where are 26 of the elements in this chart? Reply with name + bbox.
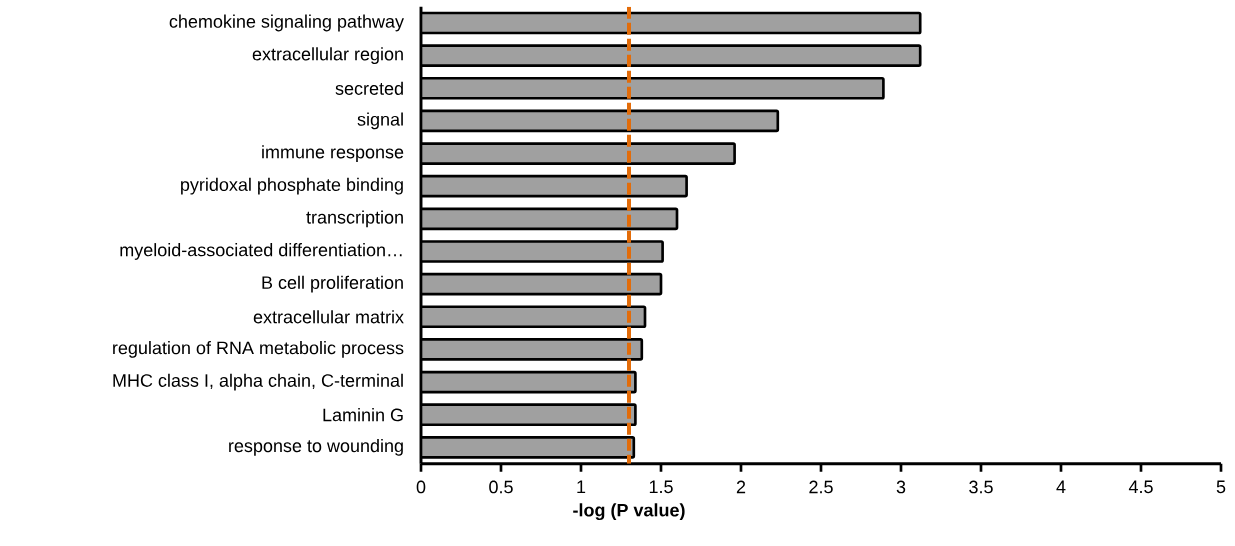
y-tick-label: secreted [335, 81, 403, 95]
y-tick-label: signal [357, 112, 403, 130]
y-tick-label: chemokine signaling pathway [169, 14, 404, 32]
x-tick-label: 2 [736, 480, 746, 494]
y-tick-label: B cell proliferation [262, 275, 403, 293]
x-tick-label: 3 [896, 480, 906, 494]
y-tick-label: immune response [262, 145, 404, 162]
y-tick-label: extracellular matrix [253, 310, 404, 324]
x-tick-label: 1.5 [649, 480, 673, 494]
x-axis-title: -log (P value) [573, 503, 685, 521]
y-tick-label: extracellular region [252, 47, 403, 64]
y-tick-label: pyridoxal phosphate binding [181, 177, 403, 195]
x-tick-label: 4 [1056, 480, 1066, 493]
x-tick-label: 1 [577, 480, 586, 493]
y-tick-label: myeloid-associated differentiation… [120, 243, 402, 260]
x-tick-label: 3.5 [969, 480, 993, 494]
y-tick-label: response to wounding [229, 438, 403, 456]
x-tick-label: 0.5 [489, 480, 513, 494]
x-tick-label: 2.5 [809, 480, 833, 494]
y-tick-label: Laminin G [323, 408, 403, 422]
y-tick-label: regulation of RNA metabolic process [113, 340, 404, 358]
y-tick-label: MHC class I, alpha chain, C-terminal [113, 373, 403, 391]
x-tick-label: 5 [1216, 480, 1226, 494]
x-tick-label: 0 [416, 480, 426, 494]
x-tick-label: 4.5 [1128, 480, 1153, 494]
y-tick-label: transcription [306, 210, 403, 228]
